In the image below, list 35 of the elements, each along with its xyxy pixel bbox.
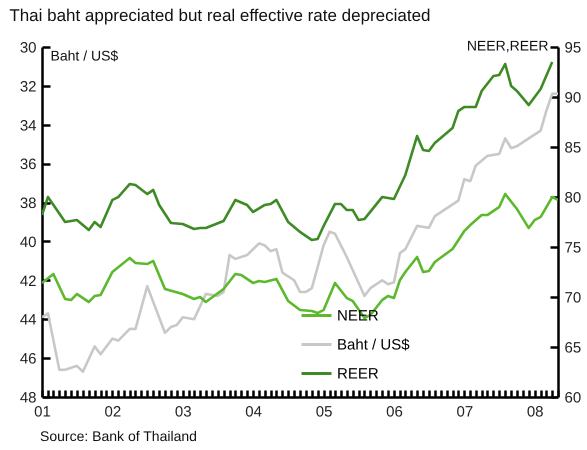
y2-tick-label: 85 xyxy=(564,140,582,156)
line-series xyxy=(42,60,554,242)
y-tick-label: 36 xyxy=(20,156,36,174)
y-tick-label: 30 xyxy=(20,40,36,56)
y2-tick-label: 95 xyxy=(564,40,582,56)
y-tick-label: 38 xyxy=(20,195,36,212)
y-tick-label: 42 xyxy=(20,272,36,290)
legend-label: NEER xyxy=(337,308,379,324)
y2-tick-label: 65 xyxy=(564,340,582,356)
x-tick-label: 03 xyxy=(174,404,192,420)
x-tick-label: 01 xyxy=(34,404,51,420)
y-tick-label: 34 xyxy=(20,117,36,134)
legend-label: Baht / US$ xyxy=(337,336,410,354)
chart-title: Thai baht appreciated but real effective rate depreciated xyxy=(9,6,431,25)
x-tick-label: 06 xyxy=(386,404,403,420)
x-tick-label: 02 xyxy=(104,404,122,420)
y-tick-label: 48 xyxy=(20,390,36,406)
line-series xyxy=(42,192,558,320)
x-tick-label: 08 xyxy=(526,404,544,420)
y-tick-label: 32 xyxy=(20,78,36,96)
y-tick-label: 44 xyxy=(20,312,36,329)
y2-axis-title: NEER,REER xyxy=(466,38,548,54)
y-axis-title: Baht / US$ xyxy=(50,48,118,64)
y2-tick-label: 75 xyxy=(564,240,582,256)
x-tick-label: 07 xyxy=(456,404,474,420)
source-note: Source: Bank of Thailand xyxy=(40,428,197,444)
legend-label: REER xyxy=(337,366,379,382)
y2-tick-label: 70 xyxy=(564,290,582,306)
y2-tick-label: 80 xyxy=(564,190,582,206)
y-tick-label: 40 xyxy=(20,234,36,251)
x-tick-label: 05 xyxy=(316,404,332,420)
x-tick-label: 04 xyxy=(245,404,262,420)
y2-tick-label: 60 xyxy=(564,390,582,406)
y2-tick-label: 90 xyxy=(564,90,582,106)
y-tick-label: 46 xyxy=(20,350,36,368)
